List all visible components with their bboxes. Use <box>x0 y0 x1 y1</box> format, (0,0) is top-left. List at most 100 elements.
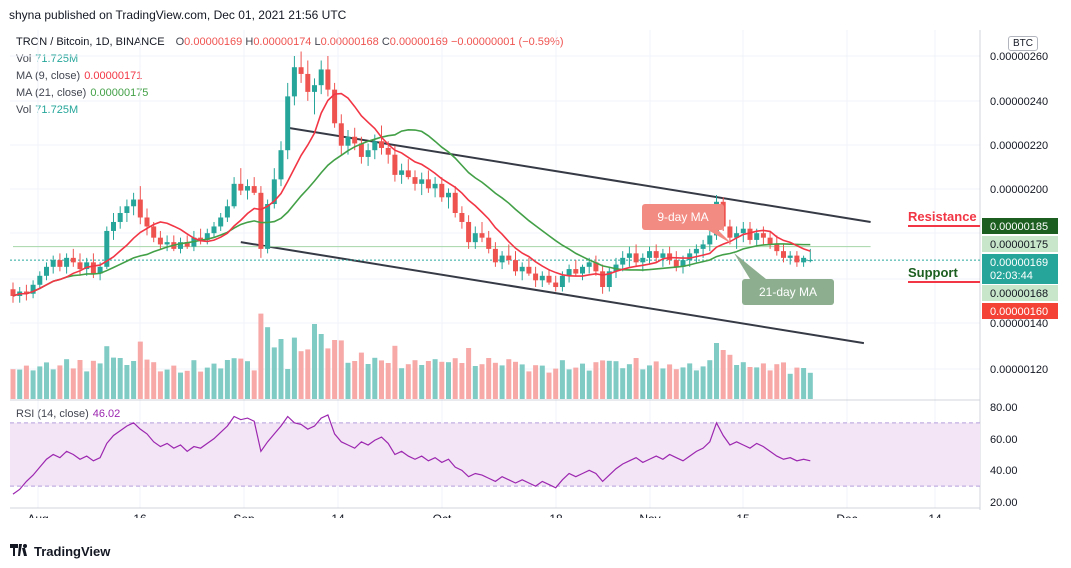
volume-bar <box>37 366 43 399</box>
vol2-label[interactable]: Vol <box>16 104 32 116</box>
volume-bar <box>131 361 137 399</box>
rsi-tick-label: 20.00 <box>990 497 1018 509</box>
candle-body <box>633 253 639 263</box>
candle-body <box>164 242 170 245</box>
ohlc-low: 0.00000168 <box>320 36 379 48</box>
candle-body <box>224 206 230 218</box>
rsi-label[interactable]: RSI (14, close) <box>16 408 89 420</box>
ma9-label[interactable]: MA (9, close) <box>16 70 81 82</box>
price-chart[interactable]: Resistance Support 9-day MA 21-day MA 0.000… <box>0 26 1071 518</box>
ohlc-close-label: C <box>381 36 390 48</box>
volume-bar <box>492 362 498 399</box>
volume-bar <box>539 365 545 399</box>
ohlc-low-label: L <box>314 36 321 48</box>
volume-bar <box>600 360 606 399</box>
candle-body <box>626 253 632 258</box>
volume-bar <box>77 360 83 399</box>
volume-bar <box>312 324 317 399</box>
candle-body <box>312 85 317 92</box>
volume-bar <box>586 370 592 399</box>
volume-bar <box>23 365 29 399</box>
candle-body <box>204 233 210 240</box>
volume-bar <box>184 370 190 399</box>
volume-bar <box>44 362 49 399</box>
ma9-line <box>12 92 811 297</box>
ma21-legend: MA (21, close) 0.00000175 <box>16 87 148 99</box>
vol2-legend: Vol 71.725M <box>16 104 78 116</box>
price-tick-label: 0.00000140 <box>990 318 1048 330</box>
footer-brand[interactable]: TradingView <box>10 544 110 559</box>
volume-bar <box>379 360 384 399</box>
candle-body <box>157 237 163 245</box>
candle-body <box>30 284 36 294</box>
candle-body <box>546 275 552 283</box>
volume-bar <box>774 364 780 399</box>
candle-body <box>747 228 753 240</box>
candle-body <box>439 183 445 198</box>
volume-bar <box>137 341 143 399</box>
volume-bar <box>385 363 391 399</box>
time-tick-label: Sep <box>233 512 255 518</box>
level-label-support: Support <box>908 265 958 280</box>
candle-body <box>305 73 311 92</box>
time-tick-label: 14 <box>928 512 942 518</box>
volume-bar <box>479 364 485 399</box>
rsi-line <box>12 414 811 495</box>
volume-bar <box>807 372 813 399</box>
candle-body <box>693 248 699 254</box>
time-tick-label: Oct <box>433 512 452 518</box>
candle-body <box>50 260 56 267</box>
volume-bar <box>84 371 90 399</box>
volume-bar <box>198 371 204 399</box>
candle-body <box>325 69 331 90</box>
channel-trendline <box>240 241 865 345</box>
candle-body <box>358 143 364 157</box>
candle-body <box>77 262 83 270</box>
volume-bar <box>151 362 157 399</box>
price-tick-label: 0.00000200 <box>990 184 1048 196</box>
candle-body <box>734 233 740 238</box>
footer-brand-name: TradingView <box>34 544 111 559</box>
candle-body <box>774 244 780 252</box>
price-axis: 0.00000260 0.00000240 0.00000220 0.00000200… <box>982 51 1058 509</box>
candle-body <box>600 271 606 288</box>
trend-lines <box>10 126 980 345</box>
callout-label: 21-day MA <box>759 285 817 299</box>
volume-bar <box>124 365 130 399</box>
ma21-label[interactable]: MA (21, close) <box>16 87 87 99</box>
time-tick-label: 14 <box>331 512 345 518</box>
volume-bar <box>104 346 110 399</box>
candle-body <box>647 251 652 258</box>
ohlc-high: 0.00000174 <box>253 36 312 48</box>
price-badge <box>982 236 1058 252</box>
candle-body <box>767 237 773 245</box>
volume-bar <box>278 339 284 399</box>
candle-body <box>352 136 358 144</box>
publish-header: shyna published on TradingView.com, Dec … <box>9 8 347 22</box>
candle-body <box>526 266 532 274</box>
candle-body <box>151 226 157 238</box>
candle-body <box>593 262 599 272</box>
candle-body <box>285 96 291 151</box>
volume-bar <box>640 369 646 399</box>
candle-body <box>245 186 250 191</box>
candle-body <box>760 233 766 238</box>
candle-body <box>479 233 485 238</box>
symbol-name[interactable]: TRON / Bitcoin, 1D, BINANCE <box>16 36 165 48</box>
volume-bar <box>372 357 378 399</box>
volume-bar <box>164 369 170 399</box>
volume-bar <box>647 365 652 399</box>
volume-bar <box>452 358 458 399</box>
time-tick-label: Nov <box>639 512 660 518</box>
currency-unit-badge[interactable]: BTC <box>1008 36 1038 51</box>
volume-bar <box>57 365 63 399</box>
price-badge <box>982 254 1058 284</box>
volume-bar <box>734 365 740 399</box>
volume-bar <box>338 340 344 399</box>
candles <box>10 51 813 303</box>
volume-bar <box>446 362 451 399</box>
volume-bar <box>305 349 311 399</box>
price-tick-label: 0.00000120 <box>990 364 1048 376</box>
time-axis: Aug 16 Sep 14 Oct 18 Nov 15 Dec 14 <box>27 512 942 518</box>
ohlc-change: −0.00000001 (−0.59%) <box>450 36 564 48</box>
